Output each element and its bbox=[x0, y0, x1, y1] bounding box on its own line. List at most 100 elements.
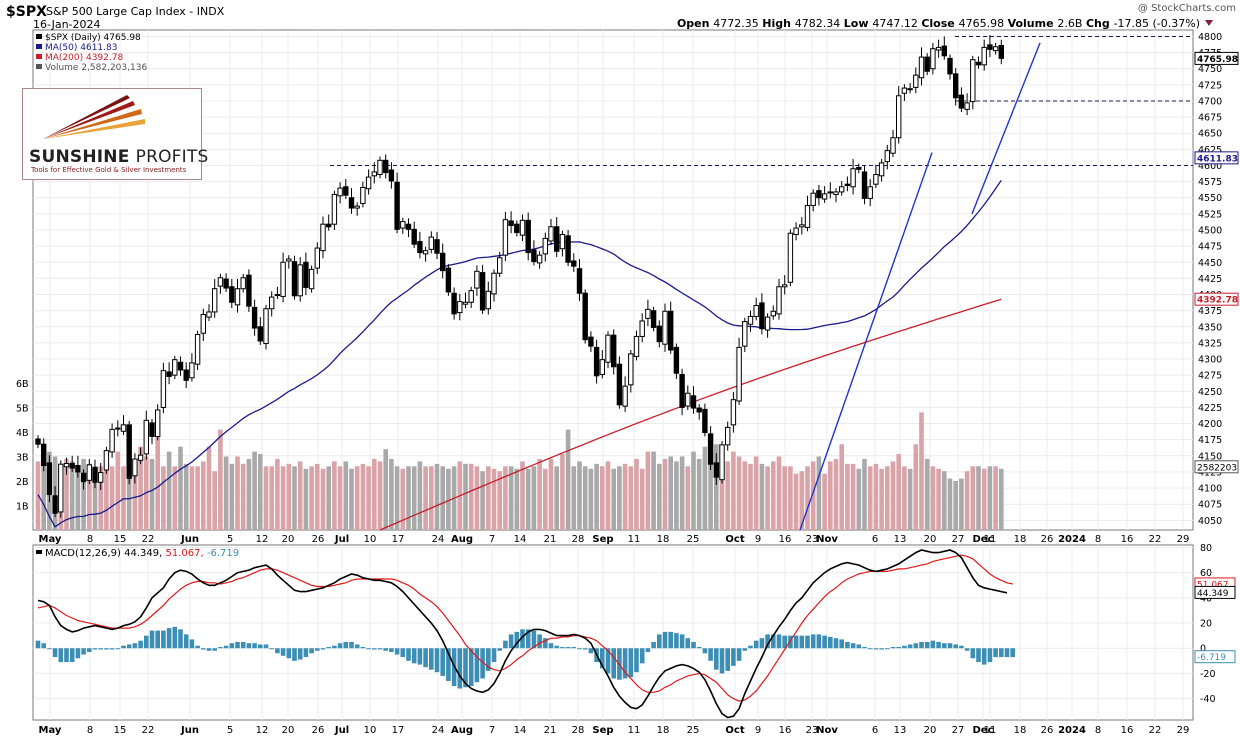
macd-histogram-bar bbox=[639, 648, 645, 664]
macd-histogram-bar bbox=[343, 641, 349, 649]
volume-bar bbox=[286, 463, 292, 530]
x-tick-label: 11 bbox=[628, 534, 641, 545]
volume-bar bbox=[879, 468, 884, 530]
x-tick-label: 25 bbox=[687, 725, 700, 736]
volume-bar bbox=[292, 466, 297, 530]
ma50-price-tag bbox=[1194, 151, 1239, 165]
candle-body bbox=[348, 197, 355, 209]
macd-tag bbox=[1194, 585, 1236, 599]
candle-body bbox=[286, 258, 292, 262]
volume-bar bbox=[543, 468, 548, 530]
x-tick-label: 26 bbox=[312, 725, 325, 736]
volume-bar bbox=[913, 444, 919, 530]
volume-bar bbox=[183, 463, 189, 530]
candle-body bbox=[303, 261, 309, 288]
macd-histogram-bar bbox=[788, 635, 793, 649]
macd-histogram-bar bbox=[429, 648, 434, 670]
macd-histogram-bar bbox=[223, 645, 229, 649]
volume-bar bbox=[714, 444, 719, 530]
last-price-tag-label: 4765.98 bbox=[1197, 55, 1238, 65]
candle-body bbox=[508, 220, 514, 226]
macd-histogram-bar bbox=[554, 645, 559, 649]
macd-histogram-bar bbox=[850, 643, 856, 649]
price-tick-label: 4450 bbox=[1198, 258, 1222, 269]
volume-bar bbox=[765, 466, 770, 530]
candle-body bbox=[616, 363, 623, 406]
macd-histogram-bar bbox=[394, 648, 400, 655]
candle-body bbox=[850, 168, 856, 188]
x-tick-label: Dec bbox=[972, 534, 993, 545]
x-tick-label: 11 bbox=[984, 725, 997, 736]
candle-body bbox=[725, 426, 731, 446]
candle-body bbox=[856, 166, 862, 170]
volume-tick-label: 2B bbox=[16, 477, 29, 488]
volume-bar bbox=[537, 458, 542, 530]
legend-price-swatch bbox=[36, 34, 42, 39]
macd-histogram-bar bbox=[166, 628, 172, 649]
x-tick-label: 27 bbox=[952, 725, 965, 736]
x-tick-label: Aug bbox=[451, 534, 473, 545]
x-tick-label: 20 bbox=[924, 534, 937, 545]
macd-histogram-bar bbox=[759, 638, 765, 649]
candle-body bbox=[707, 433, 714, 465]
macd-tick-label: -40 bbox=[1200, 694, 1216, 705]
volume-bar bbox=[372, 458, 377, 530]
volume-bar bbox=[793, 473, 799, 530]
volume-bar bbox=[166, 451, 172, 530]
candle-body bbox=[656, 325, 662, 343]
volume-bar bbox=[463, 463, 468, 530]
candle-body bbox=[827, 191, 833, 194]
macd-histogram-bar bbox=[463, 648, 468, 688]
candle-body bbox=[98, 472, 104, 483]
price-tick-label: 4150 bbox=[1198, 451, 1222, 462]
volume-bar bbox=[645, 451, 651, 530]
candle-body bbox=[633, 335, 640, 357]
volume-bar bbox=[702, 446, 708, 530]
candle-body bbox=[166, 371, 172, 377]
macd-histogram-bar bbox=[69, 648, 75, 663]
candle-body bbox=[41, 443, 47, 466]
macd-histogram-bar bbox=[406, 648, 411, 661]
candle-body bbox=[593, 346, 600, 377]
macd-histogram-bar bbox=[1004, 648, 1010, 658]
candle-body bbox=[143, 419, 150, 455]
candle-body bbox=[679, 374, 685, 408]
macd-histogram-bar bbox=[548, 643, 554, 649]
volume-bar bbox=[600, 466, 605, 530]
x-tick-label: 11 bbox=[984, 534, 997, 545]
x-tick-label: Oct bbox=[725, 725, 744, 736]
macd-histogram-bar bbox=[309, 648, 314, 654]
macd-tick-label: 20 bbox=[1200, 619, 1212, 630]
macd-histogram-bar bbox=[366, 648, 371, 650]
volume-bar bbox=[970, 466, 976, 530]
macd-histogram-bar bbox=[349, 641, 354, 649]
volume-bar bbox=[662, 458, 668, 530]
candle-body bbox=[189, 362, 195, 379]
x-tick-label: 7 bbox=[489, 725, 495, 736]
volume-tick-label: 4B bbox=[16, 428, 29, 439]
candle-body bbox=[810, 192, 816, 206]
macd-tick-label: -20 bbox=[1200, 669, 1216, 680]
volume-bar bbox=[708, 456, 713, 530]
volume-bar bbox=[976, 466, 981, 530]
candle-body bbox=[730, 399, 737, 426]
x-tick-label: 7 bbox=[489, 534, 495, 545]
x-tick-label: 16 bbox=[779, 725, 792, 736]
x-tick-label: 13 bbox=[894, 725, 907, 736]
x-tick-label: 18 bbox=[1014, 725, 1027, 736]
x-tick-label: Dec bbox=[972, 725, 993, 736]
macd-histogram-bar bbox=[947, 643, 953, 649]
volume-bar bbox=[657, 463, 662, 530]
volume-bar bbox=[497, 471, 502, 530]
volume-bar bbox=[417, 461, 423, 530]
macd-histogram-bar bbox=[183, 634, 189, 649]
x-tick-label: 29 bbox=[1177, 725, 1190, 736]
candle-body bbox=[103, 450, 110, 471]
macd-histogram-bar bbox=[651, 641, 656, 649]
volume-bar bbox=[246, 458, 252, 530]
price-tick-label: 4525 bbox=[1198, 209, 1222, 220]
macd-histogram-bar bbox=[930, 640, 936, 649]
candle-body bbox=[975, 61, 982, 66]
volume-bar bbox=[736, 456, 742, 530]
macd-histogram-bar bbox=[987, 648, 993, 663]
